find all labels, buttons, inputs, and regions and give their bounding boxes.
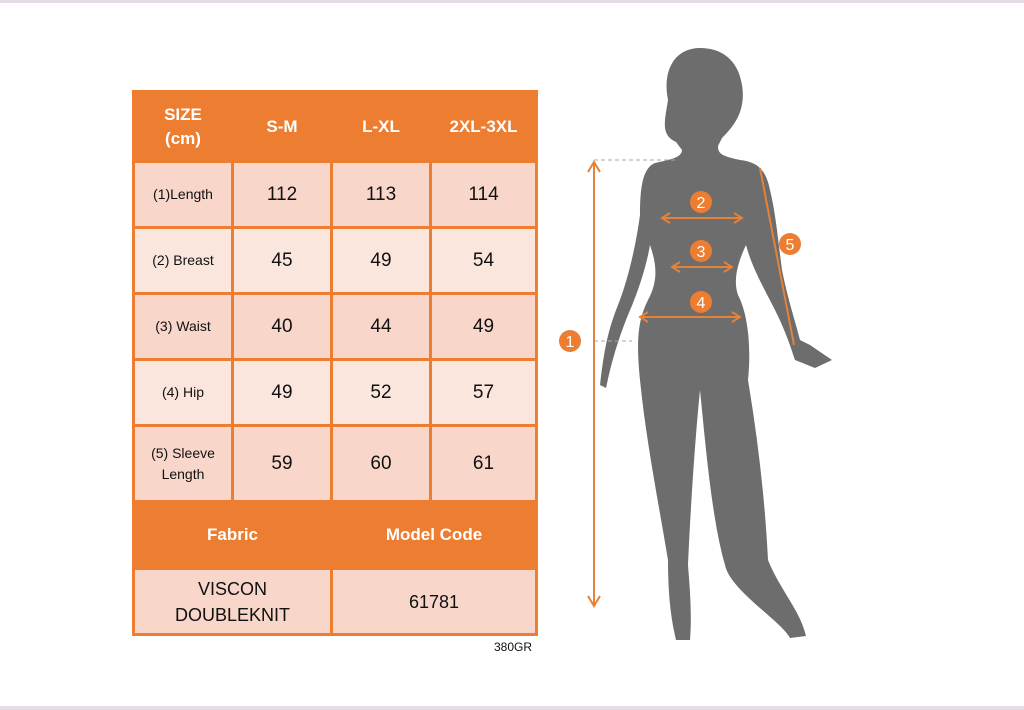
row-label: (5) Sleeve Length bbox=[132, 424, 234, 503]
guide-lines bbox=[594, 159, 676, 342]
female-silhouette bbox=[600, 48, 832, 640]
model-code-header: Model Code bbox=[330, 500, 538, 570]
cell: 44 bbox=[330, 292, 432, 361]
svg-text:5: 5 bbox=[786, 237, 795, 254]
size-2xl-3xl-header: 2XL-3XL bbox=[429, 90, 538, 163]
header-row: SIZE (cm) S-M L-XL 2XL-3XL bbox=[132, 90, 538, 163]
size-header: SIZE (cm) bbox=[132, 90, 234, 163]
top-border bbox=[0, 0, 1024, 3]
measurement-arrows bbox=[587, 160, 795, 608]
body-measurement-figure: 1 2 3 4 5 bbox=[559, 48, 832, 640]
cell: 45 bbox=[231, 226, 333, 295]
cell: 49 bbox=[429, 292, 538, 361]
svg-text:1: 1 bbox=[566, 334, 575, 351]
size-s-m-header: S-M bbox=[231, 90, 333, 163]
cell: 49 bbox=[330, 226, 432, 295]
row-label: (2) Breast bbox=[132, 226, 234, 295]
table-row: (4) Hip 49 52 57 bbox=[132, 358, 538, 427]
cell: 49 bbox=[231, 358, 333, 427]
bottom-border bbox=[0, 706, 1024, 710]
size-l-xl-header: L-XL bbox=[330, 90, 432, 163]
marker-4: 4 bbox=[690, 291, 712, 313]
cell: 114 bbox=[429, 160, 538, 229]
table-row: (2) Breast 45 49 54 bbox=[132, 226, 538, 295]
weight-note: 380GR bbox=[494, 640, 533, 654]
row-label: (1)Length bbox=[132, 160, 234, 229]
cell: 52 bbox=[330, 358, 432, 427]
svg-text:3: 3 bbox=[697, 244, 706, 261]
cell: 60 bbox=[330, 424, 432, 503]
fabric-header: Fabric bbox=[132, 500, 333, 570]
fabric-value: VISCON DOUBLEKNIT bbox=[132, 567, 333, 636]
table-row: (5) Sleeve Length 59 60 61 bbox=[132, 424, 538, 503]
size-chart-table: SIZE (cm) S-M L-XL 2XL-3XL (1)Length 112… bbox=[132, 90, 538, 636]
cell: 59 bbox=[231, 424, 333, 503]
cell: 57 bbox=[429, 358, 538, 427]
marker-1: 1 bbox=[559, 330, 581, 352]
cell: 113 bbox=[330, 160, 432, 229]
svg-text:2: 2 bbox=[697, 195, 706, 212]
row-label: (4) Hip bbox=[132, 358, 234, 427]
model-code-value: 61781 bbox=[330, 567, 538, 636]
marker-5: 5 bbox=[779, 233, 801, 255]
marker-2: 2 bbox=[690, 191, 712, 213]
table-row: (3) Waist 40 44 49 bbox=[132, 292, 538, 361]
cell: 40 bbox=[231, 292, 333, 361]
cell: 112 bbox=[231, 160, 333, 229]
cell: 54 bbox=[429, 226, 538, 295]
marker-3: 3 bbox=[690, 240, 712, 262]
table-row: (1)Length 112 113 114 bbox=[132, 160, 538, 229]
cell: 61 bbox=[429, 424, 538, 503]
fabric-header-row: Fabric Model Code bbox=[132, 500, 538, 570]
svg-text:4: 4 bbox=[697, 295, 706, 312]
fabric-row: VISCON DOUBLEKNIT 61781 bbox=[132, 567, 538, 636]
row-label: (3) Waist bbox=[132, 292, 234, 361]
